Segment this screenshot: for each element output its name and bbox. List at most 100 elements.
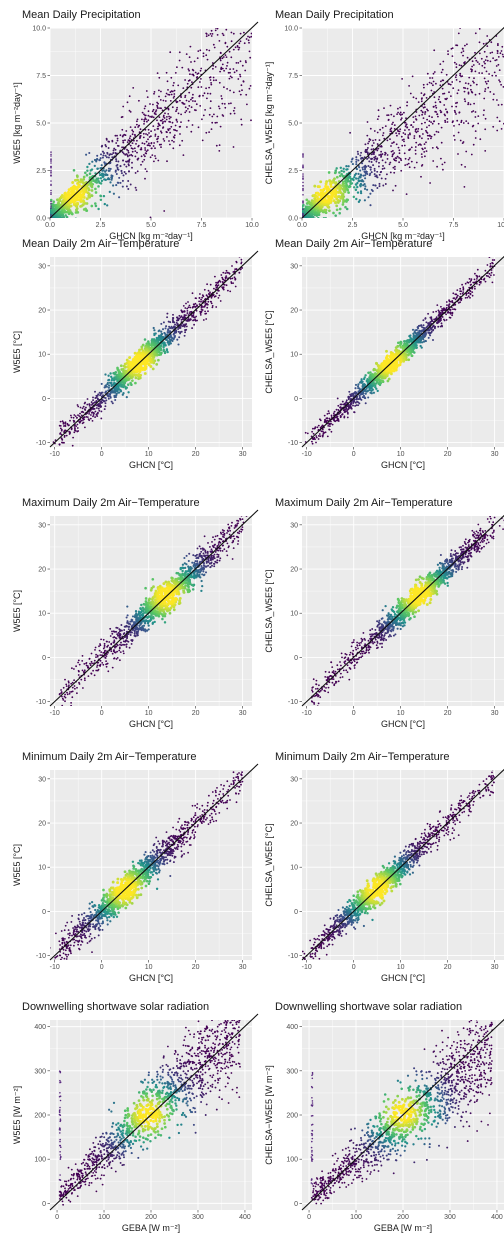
scatter-point <box>486 25 488 27</box>
scatter-point <box>232 282 234 285</box>
scatter-point <box>337 420 340 422</box>
scatter-point <box>463 186 466 188</box>
scatter-point <box>290 455 292 457</box>
scatter-point <box>126 383 130 386</box>
scatter-point <box>450 47 453 50</box>
scatter-point <box>166 341 169 344</box>
scatter-point <box>337 195 341 199</box>
scatter-point <box>180 318 183 321</box>
scatter-point <box>335 208 339 212</box>
y-tick-label: 20 <box>38 308 46 315</box>
scatter-point <box>484 59 487 61</box>
scatter-point <box>173 93 176 95</box>
scatter-point <box>313 184 317 188</box>
scatter-point <box>198 297 201 299</box>
scatter-point <box>437 122 440 125</box>
scatter-point <box>453 134 455 137</box>
scatter-point <box>356 150 359 153</box>
scatter-point <box>59 424 62 427</box>
scatter-point <box>210 296 213 299</box>
scatter-point <box>451 312 454 315</box>
scatter-point <box>113 147 116 150</box>
scatter-point <box>79 420 82 423</box>
scatter-point <box>87 194 91 198</box>
scatter-point <box>230 102 232 105</box>
scatter-point <box>293 452 295 454</box>
scatter-point <box>169 116 172 119</box>
scatter-point <box>239 75 242 78</box>
scatter-point <box>362 184 365 187</box>
scatter-point <box>342 170 346 173</box>
scatter-point <box>349 131 352 134</box>
scatter-point <box>172 321 174 324</box>
scatter-point <box>187 306 190 309</box>
x-tick-label: 0 <box>100 451 104 458</box>
scatter-point <box>478 92 481 95</box>
scatter-point <box>328 209 331 213</box>
scatter-point <box>229 68 232 70</box>
scatter-point <box>321 430 324 433</box>
scatter-point <box>224 106 227 109</box>
scatter-point <box>424 317 427 320</box>
scatter-point <box>76 404 79 406</box>
scatter-point <box>138 137 141 140</box>
scatter-point <box>219 20 221 22</box>
scatter-point <box>433 133 436 136</box>
scatter-point <box>110 375 113 378</box>
scatter-point <box>215 292 218 295</box>
scatter-point <box>381 126 384 129</box>
scatter-point <box>71 181 75 184</box>
scatter-point <box>215 306 218 308</box>
scatter-point <box>232 48 235 51</box>
scatter-point <box>52 200 56 204</box>
scatter-point <box>432 72 435 75</box>
scatter-point <box>94 390 96 393</box>
scatter-point <box>467 91 470 94</box>
scatter-point <box>85 197 89 201</box>
scatter-point <box>399 106 402 109</box>
scatter-point <box>150 344 154 348</box>
scatter-point <box>143 113 145 116</box>
scatter-point <box>107 140 110 143</box>
scatter-point <box>315 435 318 437</box>
scatter-point <box>492 262 494 265</box>
scatter-point <box>205 294 208 297</box>
scatter-point <box>461 142 464 145</box>
scatter-point <box>492 98 495 101</box>
scatter-point <box>420 109 423 112</box>
scatter-point <box>493 259 496 261</box>
scatter-point <box>170 90 173 92</box>
scatter-point <box>302 214 304 216</box>
scatter-point <box>24 477 26 479</box>
scatter-point <box>176 66 178 69</box>
scatter-point <box>473 278 476 281</box>
scatter-point <box>35 448 37 450</box>
scatter-point <box>248 36 251 39</box>
scatter-point <box>110 174 113 177</box>
scatter-point <box>316 426 319 429</box>
scatter-point <box>313 436 316 439</box>
scatter-point <box>435 82 437 85</box>
scatter-point <box>450 95 452 97</box>
scatter-point <box>207 34 210 37</box>
scatter-point <box>151 103 154 106</box>
scatter-point <box>140 147 143 149</box>
scatter-point <box>432 325 434 328</box>
scatter-point <box>99 198 103 202</box>
scatter-point <box>59 427 62 430</box>
scatter-point <box>99 167 102 170</box>
scatter-point <box>477 115 480 117</box>
scatter-point <box>361 380 364 383</box>
scatter-point <box>216 34 219 36</box>
scatter-point <box>143 142 146 145</box>
scatter-point <box>202 55 205 58</box>
scatter-point <box>364 143 367 146</box>
scatter-point <box>119 181 122 184</box>
scatter-point <box>411 75 414 78</box>
scatter-point <box>388 163 391 166</box>
scatter-point <box>413 166 416 169</box>
scatter-point <box>409 92 412 95</box>
scatter-point <box>168 120 171 123</box>
scatter-point <box>469 284 472 286</box>
scatter-point <box>186 309 189 312</box>
